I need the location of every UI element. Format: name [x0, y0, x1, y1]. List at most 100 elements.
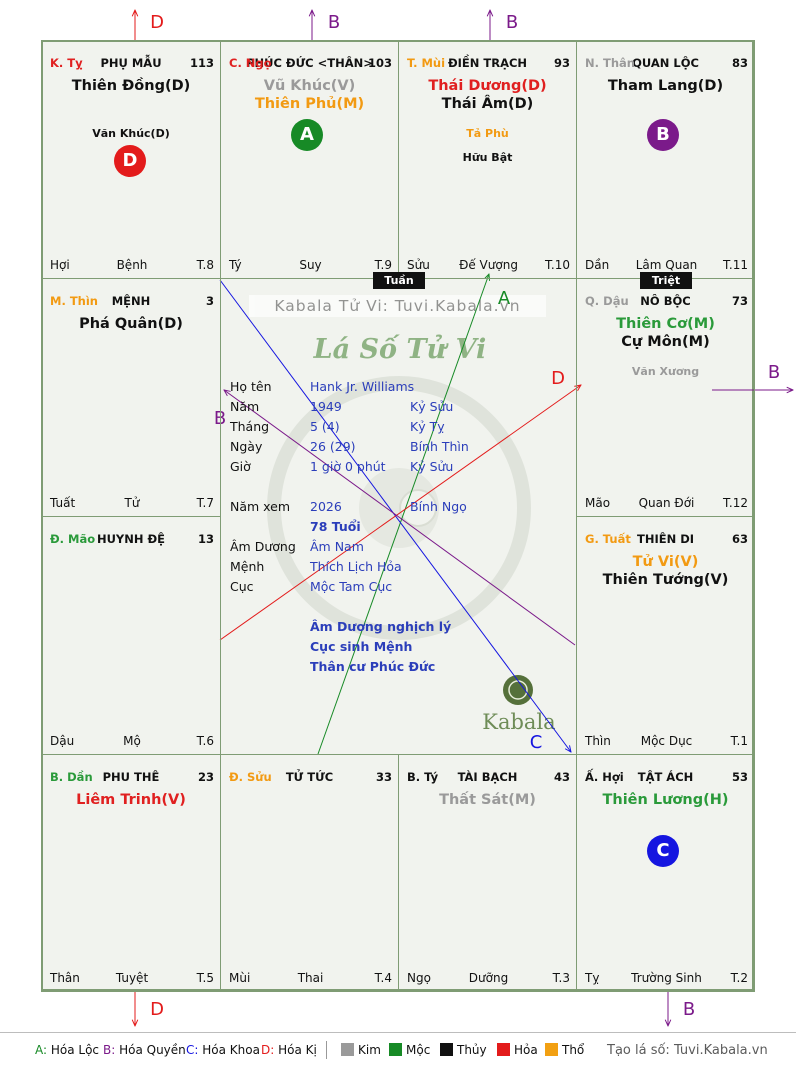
palace-age-number: 43 — [553, 770, 570, 784]
info-value: 26 (29) — [310, 439, 356, 454]
info-row: Năm xem 2026 Bính Ngọ — [230, 499, 530, 515]
info-value-alt: Kỷ Sửu — [410, 399, 454, 414]
info-label: Tháng — [230, 419, 270, 434]
palace-life-stage: Đế Vượng — [459, 258, 518, 272]
palace-dan[interactable]: PHU THÊ B. Dần 23 Liêm Trinh(V) Tuyệt Thân T.5 — [41, 754, 221, 992]
palace-hoi[interactable]: TẬT ÁCH Ấ. Hợi 53 Thiên Lương(H) Trường Sinh… — [576, 754, 755, 992]
info-value-alt: Bính Thìn — [410, 439, 469, 454]
info-row: Mệnh Thích Lịch Hỏa — [230, 559, 530, 575]
palace-branch: Mùi — [229, 971, 251, 985]
legend-hoa-item: D: Hóa Kị — [261, 1043, 317, 1057]
info-label: Họ tên — [230, 379, 272, 394]
palace-ty[interactable]: PHỤ MẪU K. Tỵ 113 Thiên Đồng(D) Văn Khúc(D) B… — [41, 40, 221, 279]
palace-age-number: 83 — [731, 56, 748, 70]
palace-stem-branch: T. Mùi — [407, 56, 446, 70]
main-star: Tử Vi(V) — [632, 554, 699, 570]
info-label: Mệnh — [230, 559, 265, 574]
legend-hoa-item: C: Hóa Khoa — [186, 1043, 260, 1057]
palace-month: T.12 — [723, 496, 748, 510]
palace-life-stage: Dưỡng — [468, 971, 509, 985]
arrow-label: B — [506, 12, 518, 33]
arrow-label: B — [328, 12, 340, 33]
palace-stem-branch: Q. Dậu — [585, 294, 629, 308]
palace-name: MỆNH — [111, 294, 151, 308]
palace-age-number: 33 — [375, 770, 392, 784]
main-stars: Thái Dương(D) Thái Âm(D) — [399, 77, 576, 113]
palace-branch: Tý — [229, 258, 242, 272]
palace-footer: Tuyệt Thân T.5 — [50, 971, 214, 985]
info-label: Cục — [230, 579, 254, 594]
legend-element-item: Thổ — [545, 1043, 584, 1057]
info-label: Âm Dương — [230, 539, 296, 554]
palace-branch: Dậu — [50, 734, 75, 748]
main-stars: Phá Quân(D) — [42, 315, 220, 333]
palace-header: TỬ TỨC Đ. Sửu 33 — [221, 770, 398, 784]
palace-stem-branch: M. Thìn — [50, 294, 98, 308]
main-star: Thiên Tướng(V) — [602, 572, 729, 588]
palace-month: T.3 — [552, 971, 570, 985]
info-label: Ngày — [230, 439, 263, 454]
palace-footer: Quan Đới Mão T.12 — [585, 496, 748, 510]
palace-stem-branch: Ấ. Hợi — [585, 770, 624, 784]
info-value: Hank Jr. Williams — [310, 379, 415, 394]
palace-mao[interactable]: HUYNH ĐỆ Đ. Mão 13 Mộ Dậu T.6 — [41, 516, 221, 755]
palace-age-number: 103 — [367, 56, 392, 70]
info-label: Năm xem — [230, 499, 291, 514]
palace-stem-branch: K. Tỵ — [50, 56, 83, 70]
palace-branch: Tuất — [50, 496, 76, 510]
legend-element-item: Hỏa — [497, 1043, 538, 1057]
legend-bar: A: Hóa Lộc B: Hóa Quyền C: Hóa Khoa D: Hóa … — [0, 1032, 796, 1070]
palace-footer: Dưỡng Ngọ T.3 — [407, 971, 570, 985]
palace-age-number: 113 — [189, 56, 214, 70]
palace-footer: Thai Mùi T.4 — [229, 971, 392, 985]
info-row: Cục Mộc Tam Cục — [230, 579, 530, 595]
main-star: Liêm Trinh(V) — [76, 792, 186, 808]
palace-header: PHÚC ĐỨC <THÂN> C. Ngọ 103 — [221, 56, 398, 70]
info-row: Giờ 1 giờ 0 phút Kỷ Sửu — [230, 459, 530, 475]
triet-marker: Triệt — [640, 272, 692, 289]
legend-element-label: Thổ — [562, 1043, 585, 1057]
transformation-circle-b: B — [647, 119, 679, 151]
info-value: 2026 — [310, 499, 342, 514]
hoa-loc-line — [317, 274, 489, 755]
main-star: Cự Môn(M) — [621, 334, 710, 350]
palace-dau[interactable]: NÔ BỘC Q. Dậu 73 Thiên Cơ(M) Cự Môn(M) Văn Xư… — [576, 278, 755, 517]
palace-age-number: 73 — [731, 294, 748, 308]
info-value: 78 Tuổi — [310, 519, 361, 534]
palace-footer: Mộc Dục Thìn T.1 — [585, 734, 748, 748]
palace-branch: Sửu — [407, 258, 430, 272]
main-star: Thiên Lương(H) — [602, 792, 729, 808]
palace-header: NÔ BỘC Q. Dậu 73 — [577, 294, 754, 308]
info-row: Tháng 5 (4) Kỷ Tỵ — [230, 419, 530, 435]
palace-thin[interactable]: MỆNH M. Thìn 3 Phá Quân(D) Tử Tuất T.7 — [41, 278, 221, 517]
watermark-text: Kabala Tử Vi: Tuvi.Kabala.vn — [249, 295, 546, 317]
main-star: Thái Dương(D) — [428, 78, 547, 94]
info-row: 78 Tuổi — [230, 519, 530, 535]
palace-life-stage: Tử — [124, 496, 140, 510]
main-star: Vũ Khúc(V) — [263, 78, 356, 94]
main-star: Tham Lang(D) — [607, 78, 724, 94]
palace-mui[interactable]: ĐIỀN TRẠCH T. Mùi 93 Thái Dương(D) Thái Âm(D… — [398, 40, 577, 279]
info-row: Năm 1949 Kỷ Sửu — [230, 399, 530, 415]
main-star: Thiên Phủ(M) — [254, 96, 365, 112]
arrow-label: A — [498, 288, 511, 309]
palace-footer: Lâm Quan Dần T.11 — [585, 258, 748, 272]
legend-hoa-letter: B: — [103, 1043, 116, 1057]
main-stars: Thiên Lương(H) — [577, 791, 754, 809]
palace-month: T.8 — [196, 258, 214, 272]
palace-age-number: 53 — [731, 770, 748, 784]
palace-ty2[interactable]: TÀI BẠCH B. Tý 43 Thất Sát(M) Dưỡng Ngọ T.3 — [398, 754, 577, 992]
credit-link[interactable]: Tạo lá số: Tuvi.Kabala.vn — [607, 1043, 768, 1058]
palace-than[interactable]: QUAN LỘC N. Thân 83 Tham Lang(D) Lâm Quan Dần… — [576, 40, 755, 279]
chart-note: Âm Dương nghịch lý — [310, 619, 452, 634]
palace-suu[interactable]: TỬ TỨC Đ. Sửu 33 Thai Mùi T.4 — [220, 754, 399, 992]
transformation-circle-c: C — [647, 835, 679, 867]
palace-tuat[interactable]: THIÊN DI G. Tuất 63 Tử Vi(V) Thiên Tướng(V) M… — [576, 516, 755, 755]
palace-month: T.1 — [730, 734, 748, 748]
palace-name: TỬ TỨC — [285, 770, 334, 784]
palace-stem-branch: G. Tuất — [585, 532, 631, 546]
palace-stem-branch: B. Dần — [50, 770, 93, 784]
palace-ngo[interactable]: PHÚC ĐỨC <THÂN> C. Ngọ 103 Vũ Khúc(V) Thiên … — [220, 40, 399, 279]
info-value-alt: Kỷ Sửu — [410, 459, 454, 474]
palace-branch: Dần — [585, 258, 610, 272]
